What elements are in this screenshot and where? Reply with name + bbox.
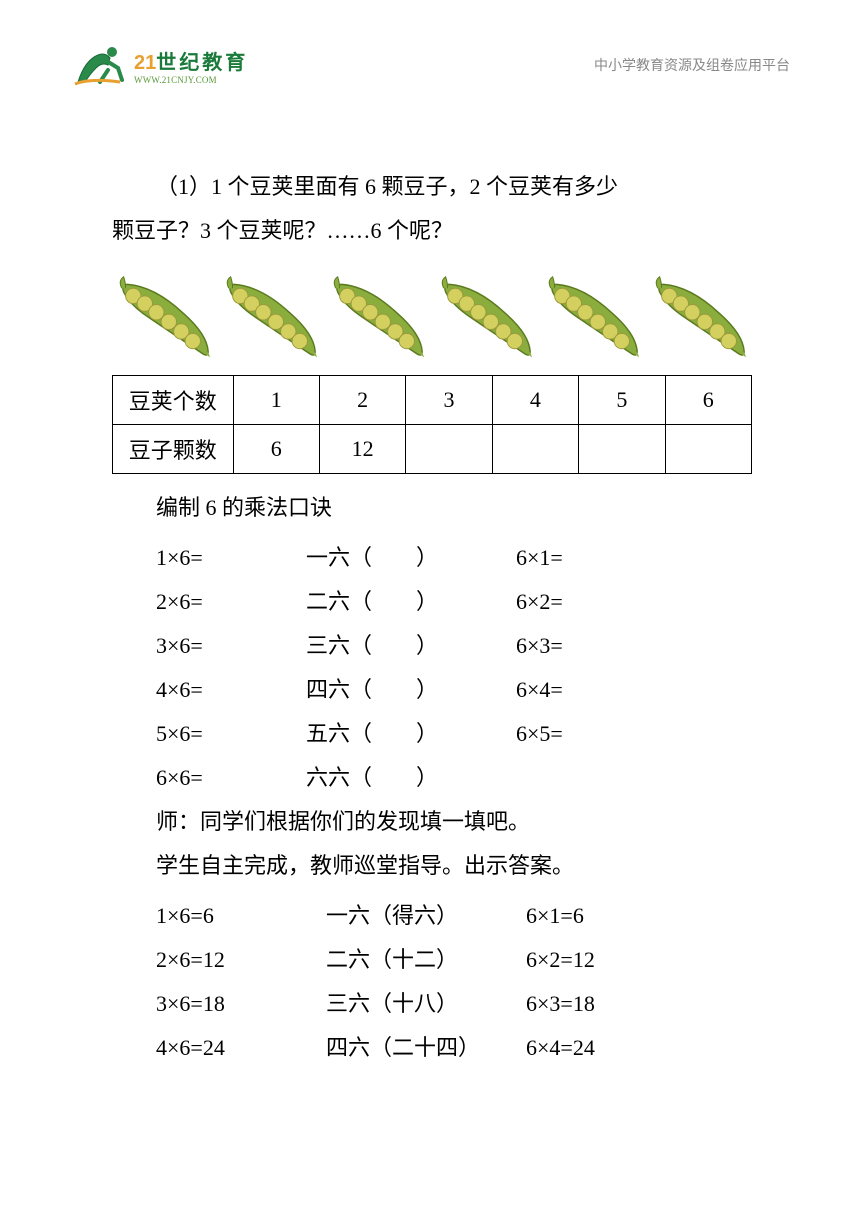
table-cell: 6 <box>665 376 751 425</box>
question-line-1: （1）1 个豆荚里面有 6 颗豆子，2 个豆荚有多少 <box>112 165 752 209</box>
table-cell <box>406 425 492 474</box>
section-title: 编制 6 的乘法口诀 <box>112 486 752 530</box>
math-line: 4×6=24四六（二十四）6×4=24 <box>112 1026 752 1070</box>
table-cell: 1 <box>233 376 319 425</box>
math-line: 3×6=18三六（十八）6×3=18 <box>112 982 752 1026</box>
equation-right: 6×1=6 <box>526 894 676 938</box>
equation-left: 4×6=24 <box>156 1026 326 1070</box>
equation-left: 6×6= <box>156 756 306 800</box>
row-header: 豆子颗数 <box>113 425 234 474</box>
math-line: 6×6=六六（ ） <box>112 756 752 800</box>
question-line-2: 颗豆子？3 个豆荚呢？……6 个呢？ <box>112 209 752 253</box>
table-cell <box>579 425 665 474</box>
equation-left: 1×6=6 <box>156 894 326 938</box>
phrase-blank: 一六（ ） <box>306 536 516 580</box>
equation-left: 1×6= <box>156 536 306 580</box>
table-cell: 2 <box>319 376 405 425</box>
equation-left: 2×6=12 <box>156 938 326 982</box>
equation-left: 2×6= <box>156 580 306 624</box>
page-header: 21世纪教育 WWW.21CNJY.COM 中小学教育资源及组卷应用平台 <box>0 40 860 90</box>
math-line: 2×6=二六（ ）6×2= <box>112 580 752 624</box>
equation-right: 6×3= <box>516 624 666 668</box>
table-cell: 3 <box>406 376 492 425</box>
phrase-blank: 四六（ ） <box>306 668 516 712</box>
logo-main-text: 21世纪教育 <box>134 46 248 75</box>
math-line: 2×6=12二六（十二）6×2=12 <box>112 938 752 982</box>
equation-right <box>516 756 666 800</box>
phrase-blank: 五六（ ） <box>306 712 516 756</box>
equation-right: 6×1= <box>516 536 666 580</box>
phrase-answer: 一六（得六） <box>326 894 526 938</box>
bean-pod-row <box>112 273 752 363</box>
equation-right: 6×4= <box>516 668 666 712</box>
equation-left: 5×6= <box>156 712 306 756</box>
page-content: （1）1 个豆荚里面有 6 颗豆子，2 个豆荚有多少 颗豆子？3 个豆荚呢？……… <box>112 165 752 1070</box>
table-row: 豆子颗数 6 12 <box>113 425 752 474</box>
equation-right: 6×4=24 <box>526 1026 676 1070</box>
equation-left: 3×6= <box>156 624 306 668</box>
phrase-answer: 二六（十二） <box>326 938 526 982</box>
table-cell <box>492 425 578 474</box>
phrase-answer: 三六（十八） <box>326 982 526 1026</box>
bean-pod-icon <box>116 273 212 363</box>
bean-pod-icon <box>438 273 534 363</box>
equation-right: 6×3=18 <box>526 982 676 1026</box>
phrase-blank: 二六（ ） <box>306 580 516 624</box>
equation-right: 6×2= <box>516 580 666 624</box>
equation-left: 3×6=18 <box>156 982 326 1026</box>
row-header: 豆荚个数 <box>113 376 234 425</box>
bean-pod-icon <box>223 273 319 363</box>
table-row: 豆荚个数 1 2 3 4 5 6 <box>113 376 752 425</box>
table-cell: 6 <box>233 425 319 474</box>
answers-section: 1×6=6一六（得六）6×1=62×6=12二六（十二）6×2=123×6=18… <box>112 894 752 1070</box>
table-cell: 12 <box>319 425 405 474</box>
math-line: 3×6=三六（ ）6×3= <box>112 624 752 668</box>
table-cell <box>665 425 751 474</box>
teacher-line: 师：同学们根据你们的发现填一填吧。 <box>112 800 752 844</box>
bean-pod-icon <box>330 273 426 363</box>
equation-right: 6×5= <box>516 712 666 756</box>
bean-pod-icon <box>545 273 641 363</box>
phrase-blank: 三六（ ） <box>306 624 516 668</box>
math-line: 5×6=五六（ ）6×5= <box>112 712 752 756</box>
math-line: 1×6=6一六（得六）6×1=6 <box>112 894 752 938</box>
header-subtitle: 中小学教育资源及组卷应用平台 <box>594 55 790 75</box>
equation-left: 4×6= <box>156 668 306 712</box>
logo-text: 21世纪教育 WWW.21CNJY.COM <box>134 46 248 85</box>
bean-count-table: 豆荚个数 1 2 3 4 5 6 豆子颗数 6 12 <box>112 375 752 474</box>
logo-sub-text: WWW.21CNJY.COM <box>134 75 248 85</box>
blank-fill-section: 1×6=一六（ ）6×1=2×6=二六（ ）6×2=3×6=三六（ ）6×3=4… <box>112 536 752 800</box>
bean-pod-icon <box>652 273 748 363</box>
table-cell: 5 <box>579 376 665 425</box>
math-line: 1×6=一六（ ）6×1= <box>112 536 752 580</box>
logo-runner-icon <box>70 40 130 90</box>
phrase-answer: 四六（二十四） <box>326 1026 526 1070</box>
phrase-blank: 六六（ ） <box>306 756 516 800</box>
equation-right: 6×2=12 <box>526 938 676 982</box>
math-line: 4×6=四六（ ）6×4= <box>112 668 752 712</box>
student-line: 学生自主完成，教师巡堂指导。出示答案。 <box>112 844 752 888</box>
table-cell: 4 <box>492 376 578 425</box>
logo: 21世纪教育 WWW.21CNJY.COM <box>70 40 248 90</box>
